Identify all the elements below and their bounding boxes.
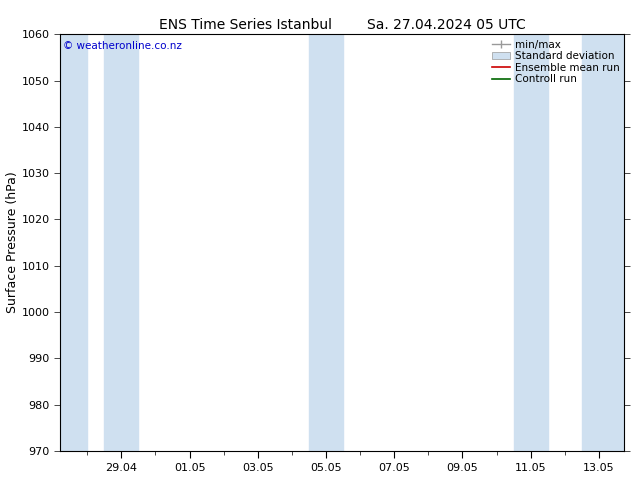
Title: ENS Time Series Istanbul        Sa. 27.04.2024 05 UTC: ENS Time Series Istanbul Sa. 27.04.2024 … [159,18,526,32]
Bar [326,34,343,451]
Bar [309,34,326,451]
Bar [582,34,624,451]
Bar [514,34,548,451]
Legend: min/max, Standard deviation, Ensemble mean run, Controll run: min/max, Standard deviation, Ensemble me… [489,37,621,86]
Text: © weatheronline.co.nz: © weatheronline.co.nz [63,41,182,50]
Bar [60,34,87,451]
Bar [105,34,138,451]
Y-axis label: Surface Pressure (hPa): Surface Pressure (hPa) [6,172,19,314]
